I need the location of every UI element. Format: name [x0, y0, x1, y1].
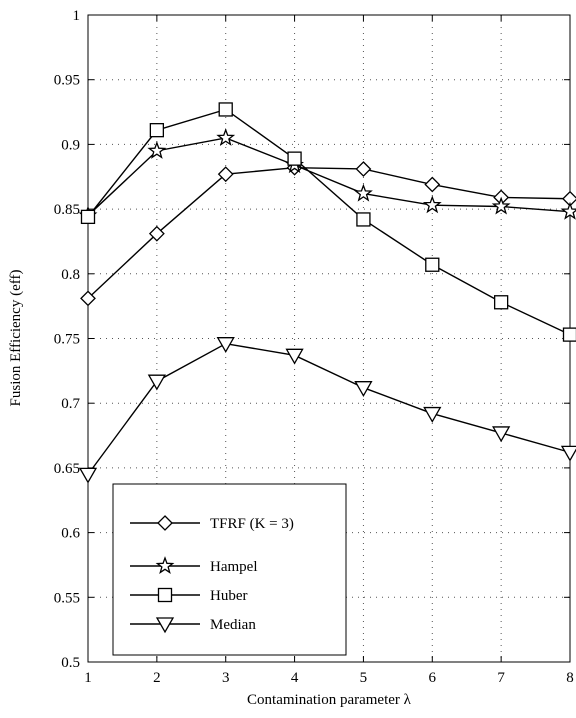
axis-ticks: 1 2 3 4 5 6 7 8 0.5 0.55 0.6 0.65 0.7 0.75 0.8 0.85 0.9 0… [54, 8, 574, 686]
x-tick-label: 1 [84, 670, 92, 686]
y-tick-label: 0.55 [54, 590, 80, 606]
data-point-huber [425, 257, 440, 272]
data-point-median [285, 348, 304, 365]
x-tick-label: 7 [497, 670, 505, 686]
x-tick-label: 8 [566, 670, 574, 686]
data-point-huber [356, 212, 371, 227]
data-point-hampel [216, 128, 236, 146]
data-point-median [78, 467, 98, 484]
data-point-median [147, 374, 166, 391]
data-point-huber [562, 327, 576, 342]
data-point-median [492, 426, 511, 443]
legend: TFRF (K = 3) Hampel Huber Median [112, 483, 347, 656]
data-point-huber [80, 209, 96, 225]
legend-marker-tfrf-k-3 [157, 515, 173, 531]
series-line-huber [87, 108, 571, 336]
legend-marker-median [155, 617, 175, 634]
data-point-tfrf-k-3 [217, 166, 234, 183]
legend-label-huber: Huber [210, 588, 248, 604]
y-tick-label: 0.65 [54, 461, 80, 477]
legend-marker-huber [157, 587, 173, 603]
y-tick-label: 0.8 [61, 267, 80, 283]
y-axis-label: Fusion Efficiency (eff) [8, 270, 24, 407]
legend-box [112, 483, 347, 656]
data-point-median [354, 381, 373, 397]
data-point-tfrf-k-3 [148, 225, 165, 242]
data-point-huber [149, 123, 165, 138]
x-tick-label: 4 [291, 670, 299, 686]
legend-label-hampel: Hampel [210, 559, 257, 575]
legend-label-tfrf-k-3: TFRF (K = 3) [210, 516, 294, 532]
x-tick-label: 3 [222, 670, 230, 686]
y-tick-label: 1 [73, 8, 81, 24]
data-point-hampel [491, 196, 511, 215]
data-point-hampel [560, 201, 576, 220]
y-tick-label: 0.9 [61, 137, 80, 153]
x-tick-label: 6 [429, 670, 437, 686]
y-tick-label: 0.5 [61, 655, 80, 671]
data-point-tfrf-k-3 [80, 290, 96, 307]
data-point-huber [287, 151, 302, 166]
y-tick-label: 0.95 [54, 73, 80, 89]
x-tick-label: 2 [153, 670, 161, 686]
series-line-hampel [87, 137, 571, 217]
data-point-median [560, 445, 576, 462]
data-point-huber [493, 295, 509, 310]
series-group [78, 102, 576, 484]
data-point-hampel [147, 140, 167, 159]
legend-marker-hampel [155, 556, 175, 575]
data-point-tfrf-k-3 [355, 161, 372, 177]
data-point-huber [218, 102, 233, 117]
series-line-median [87, 342, 571, 475]
data-point-median [216, 337, 235, 353]
data-point-median [423, 406, 442, 423]
x-axis-label: Contamination parameter λ [247, 692, 412, 708]
y-tick-label: 0.75 [54, 332, 80, 348]
legend-label-median: Median [210, 617, 256, 633]
y-tick-label: 0.7 [61, 396, 80, 412]
data-point-hampel [354, 183, 373, 202]
y-tick-label: 0.85 [54, 202, 80, 218]
y-tick-label: 0.6 [61, 526, 80, 542]
data-point-hampel [422, 195, 442, 214]
series-line-tfrf-k-3 [87, 166, 571, 299]
data-point-tfrf-k-3 [424, 176, 441, 193]
x-tick-label: 5 [360, 670, 368, 686]
